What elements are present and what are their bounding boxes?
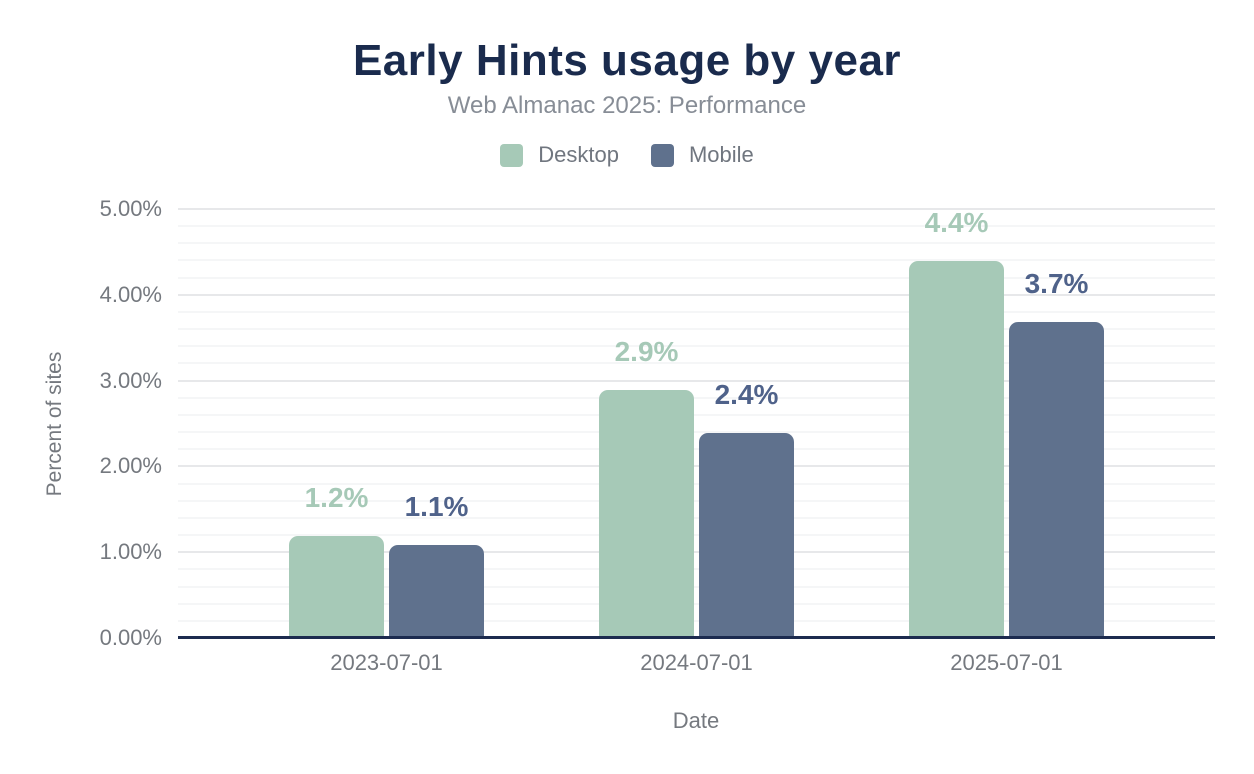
- y-tick-label: 2.00%: [99, 453, 162, 479]
- major-gridline: [178, 379, 1215, 382]
- minor-gridline: [178, 482, 1215, 485]
- minor-gridline: [178, 602, 1215, 605]
- minor-gridline: [178, 568, 1215, 571]
- desktop-series-swatch-icon: [500, 143, 524, 167]
- x-axis-line: [178, 636, 1215, 639]
- minor-gridline: [178, 413, 1215, 416]
- minor-gridline: [178, 448, 1215, 451]
- legend-label-desktop: Desktop: [538, 142, 619, 167]
- bar-desktop-2023-07-01[interactable]: [289, 536, 384, 639]
- legend-item-mobile[interactable]: Mobile: [650, 142, 754, 168]
- minor-gridline: [178, 225, 1215, 228]
- y-tick-label: 1.00%: [99, 539, 162, 565]
- major-gridline: [178, 551, 1215, 554]
- minor-gridline: [178, 396, 1215, 399]
- legend-label-mobile: Mobile: [688, 142, 754, 167]
- minor-gridline: [178, 585, 1215, 588]
- x-tick-label: 2024-07-01: [640, 650, 753, 675]
- y-tick-label: 4.00%: [99, 281, 162, 307]
- bar-mobile-2025-07-01[interactable]: [1009, 321, 1104, 639]
- bar-label-desktop-2024-07-01: 2.9%: [614, 336, 679, 368]
- minor-gridline: [178, 259, 1215, 262]
- mobile-series-swatch-icon: [650, 143, 674, 167]
- bar-mobile-2023-07-01[interactable]: [389, 544, 484, 639]
- minor-gridline: [178, 619, 1215, 622]
- bar-desktop-2025-07-01[interactable]: [909, 261, 1004, 639]
- major-gridline: [178, 465, 1215, 468]
- chart-subtitle: Web Almanac 2025: Performance: [447, 92, 807, 119]
- x-tick-label: 2023-07-01: [330, 650, 443, 675]
- bar-label-desktop-2023-07-01: 1.2%: [304, 482, 369, 514]
- y-axis-title: Percent of sites: [43, 351, 66, 497]
- minor-gridline: [178, 499, 1215, 502]
- minor-gridline: [178, 242, 1215, 245]
- bar-label-mobile-2024-07-01: 2.4%: [714, 379, 779, 411]
- minor-gridline: [178, 534, 1215, 537]
- y-tick-label: 5.00%: [99, 196, 162, 221]
- major-gridline: [178, 293, 1215, 296]
- minor-gridline: [178, 310, 1215, 313]
- legend: Desktop Mobile: [0, 142, 1254, 168]
- bar-label-mobile-2025-07-01: 3.7%: [1024, 267, 1089, 299]
- bar-label-mobile-2023-07-01: 1.1%: [404, 490, 469, 522]
- y-tick-label: 3.00%: [99, 367, 162, 393]
- minor-gridline: [178, 276, 1215, 279]
- bar-mobile-2024-07-01[interactable]: [699, 433, 794, 639]
- x-axis-title: Date: [672, 708, 720, 733]
- legend-item-desktop[interactable]: Desktop: [500, 142, 619, 168]
- minor-gridline: [178, 328, 1215, 331]
- minor-gridline: [178, 345, 1215, 348]
- major-gridline: [178, 208, 1215, 210]
- minor-gridline: [178, 516, 1215, 519]
- minor-gridline: [178, 431, 1215, 434]
- x-tick-label: 2025-07-01: [950, 650, 1063, 675]
- chart-title: Early Hints usage by year: [352, 36, 902, 85]
- bar-label-desktop-2025-07-01: 4.4%: [924, 207, 989, 239]
- y-tick-label: 0.00%: [99, 625, 162, 650]
- bar-desktop-2024-07-01[interactable]: [599, 390, 694, 639]
- minor-gridline: [178, 362, 1215, 365]
